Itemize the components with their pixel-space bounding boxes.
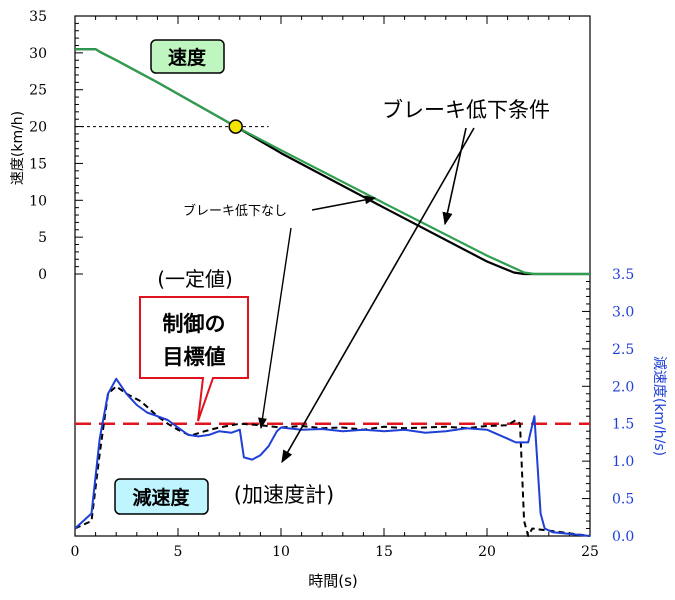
no-brake-low-label: ブレーキ低下なし bbox=[183, 203, 287, 219]
arrow-to-black-dashed bbox=[258, 227, 292, 430]
y-right-tick-label: 2.5 bbox=[612, 342, 634, 358]
x-tick-label: 20 bbox=[478, 544, 496, 560]
y-left-axis-label: 速度(km/h) bbox=[10, 111, 26, 185]
y-right-axis-title: 減速度(km/h/s) bbox=[651, 356, 668, 456]
x-tick-label: 25 bbox=[581, 544, 599, 560]
x-axis-title: 時間(s) bbox=[308, 572, 358, 590]
y-right-axis-ticks: 0.0 0.5 1.0 1.5 2.0 2.5 3.0 3.5 bbox=[582, 267, 634, 545]
series-layer bbox=[74, 48, 591, 537]
no-brake-low-annotation: ブレーキ低下なし bbox=[183, 195, 377, 430]
arrow-to-blue-line bbox=[281, 127, 475, 464]
y-right-tick-label: 3.5 bbox=[612, 267, 634, 283]
arrow-to-green-line bbox=[442, 127, 467, 226]
target-callout-box bbox=[139, 296, 249, 422]
target-label-line2: 目標値 bbox=[163, 345, 226, 369]
decel-box bbox=[114, 478, 209, 515]
arrow-to-black-line bbox=[311, 195, 377, 211]
x-tick-label: 10 bbox=[272, 544, 290, 560]
constant-value-label: (一定値) bbox=[157, 267, 233, 291]
y-left-tick-label: 30 bbox=[29, 46, 47, 62]
constant-value-annotation: (一定値) bbox=[157, 267, 233, 291]
target-label-line1: 制御の bbox=[163, 312, 226, 336]
plot-background bbox=[74, 15, 591, 537]
decel-box-label: 減速度 bbox=[132, 486, 190, 509]
y-right-axis-label: 減速度(km/h/s) bbox=[651, 356, 668, 456]
brake-low-condition-annotation: ブレーキ低下条件 bbox=[281, 98, 550, 464]
decel-series-line bbox=[74, 377, 591, 537]
guide-lines bbox=[75, 126, 590, 425]
y-left-tick-label: 25 bbox=[29, 83, 47, 99]
x-tick-label: 15 bbox=[375, 544, 393, 560]
x-axis-label: 時間(s) bbox=[308, 572, 358, 590]
y-right-tick-label: 3.0 bbox=[612, 304, 634, 320]
marker-20kmh-point bbox=[228, 119, 243, 134]
y-right-tick-label: 1.5 bbox=[612, 417, 634, 433]
decel-sub-label: (加速度計) bbox=[234, 483, 334, 507]
y-left-tick-label: 15 bbox=[29, 156, 47, 172]
y-right-tick-label: 0.5 bbox=[612, 492, 634, 508]
y-left-tick-label: 10 bbox=[29, 193, 47, 209]
y-right-tick-label: 2.0 bbox=[612, 379, 634, 395]
speed-box bbox=[150, 39, 225, 74]
speed-box-label: 速度 bbox=[168, 46, 207, 69]
y-left-axis-ticks: 0 5 10 15 20 25 30 35 bbox=[29, 9, 83, 283]
y-left-tick-label: 5 bbox=[38, 230, 47, 246]
speed-series-line bbox=[75, 48, 590, 276]
marker-layer bbox=[228, 119, 243, 134]
speed-annotation: 速度 bbox=[150, 39, 225, 74]
target-annotation: 制御の 目標値 bbox=[139, 296, 249, 422]
decel-series-line bbox=[74, 385, 591, 537]
x-tick-label: 0 bbox=[71, 544, 80, 560]
y-left-tick-label: 20 bbox=[29, 120, 47, 136]
x-axis-ticks: 0 5 10 15 20 25 bbox=[71, 16, 599, 560]
y-left-tick-label: 35 bbox=[29, 9, 47, 25]
decel-annotation: 減速度 (加速度計) bbox=[114, 478, 334, 515]
y-left-axis-title: 速度(km/h) bbox=[10, 111, 26, 185]
y-right-tick-label: 0.0 bbox=[612, 529, 634, 545]
y-left-tick-label: 0 bbox=[38, 267, 47, 283]
y-right-tick-label: 1.0 bbox=[612, 454, 634, 470]
brake-low-condition-label: ブレーキ低下条件 bbox=[382, 98, 550, 122]
x-tick-label: 5 bbox=[174, 544, 183, 560]
